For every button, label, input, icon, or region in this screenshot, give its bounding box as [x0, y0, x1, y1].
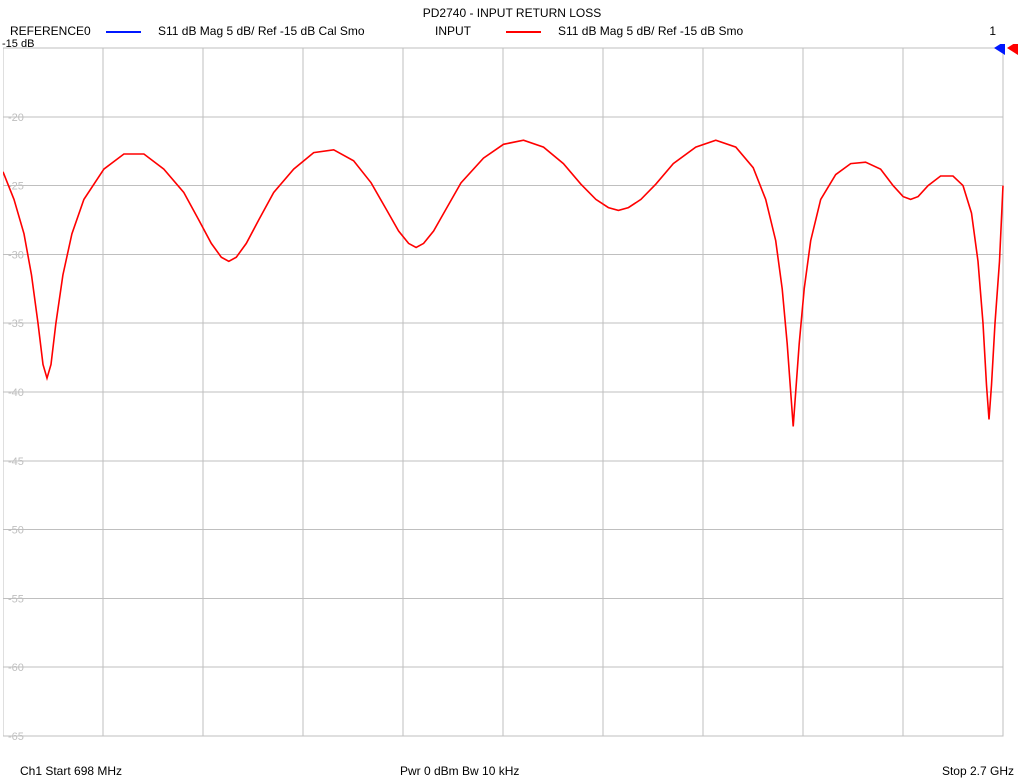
svg-text:-30: -30 — [8, 249, 24, 261]
svg-text:-35: -35 — [8, 318, 24, 330]
svg-text:-45: -45 — [8, 456, 24, 468]
marker-number: 1 — [989, 24, 996, 38]
legend-trace2-name: INPUT — [435, 24, 471, 38]
chart-plot-area: -20-25-30-35-40-45-50-55-60-65 — [3, 44, 1021, 744]
footer-power-bw: Pwr 0 dBm Bw 10 kHz — [400, 764, 519, 778]
legend: REFERENCE0 S11 dB Mag 5 dB/ Ref -15 dB C… — [0, 24, 1024, 42]
legend-trace1-swatch — [106, 31, 141, 33]
svg-text:-60: -60 — [8, 662, 24, 674]
footer-start-freq: Ch1 Start 698 MHz — [20, 764, 122, 778]
footer-stop-freq: Stop 2.7 GHz — [942, 764, 1014, 778]
legend-trace2-swatch — [506, 31, 541, 33]
svg-text:-50: -50 — [8, 525, 24, 537]
legend-trace1-text: S11 dB Mag 5 dB/ Ref -15 dB Cal Smo — [158, 24, 365, 38]
svg-text:-40: -40 — [8, 387, 24, 399]
chart-svg: -20-25-30-35-40-45-50-55-60-65 — [3, 44, 1021, 744]
svg-text:-55: -55 — [8, 593, 24, 605]
legend-trace1-name: REFERENCE0 — [10, 24, 91, 38]
svg-text:-20: -20 — [8, 112, 24, 124]
legend-trace2-text: S11 dB Mag 5 dB/ Ref -15 dB Smo — [558, 24, 743, 38]
svg-text:-65: -65 — [8, 731, 24, 743]
chart-title: PD2740 - INPUT RETURN LOSS — [0, 0, 1024, 24]
